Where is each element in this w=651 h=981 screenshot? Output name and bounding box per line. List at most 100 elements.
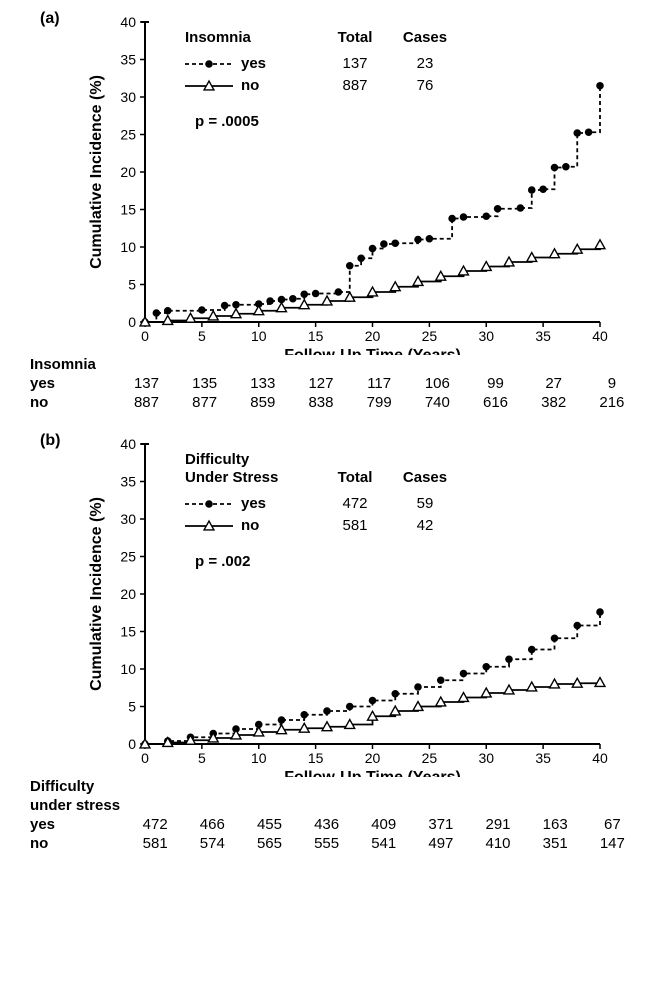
risk-label: Difficulty — [10, 777, 127, 796]
risk-value: 216 — [583, 393, 641, 412]
marker-triangle — [595, 678, 605, 687]
marker-triangle — [595, 240, 605, 249]
xtick-label: 40 — [592, 750, 608, 766]
risk-value: 67 — [584, 815, 641, 834]
risk-value: 555 — [298, 834, 355, 853]
ytick-label: 10 — [120, 239, 136, 255]
p-value: p = .002 — [195, 553, 250, 570]
risk-value: 371 — [412, 815, 469, 834]
legend-cases: 59 — [417, 495, 434, 512]
ytick-label: 30 — [120, 511, 136, 527]
ytick-label: 15 — [120, 202, 136, 218]
axes — [145, 22, 600, 322]
ytick-label: 25 — [120, 549, 136, 565]
marker-circle — [596, 608, 604, 616]
ytick-label: 20 — [120, 164, 136, 180]
marker-circle — [346, 703, 354, 711]
marker-circle — [505, 655, 513, 663]
xtick-label: 40 — [592, 328, 608, 344]
ytick-label: 40 — [120, 14, 136, 30]
panel-label: (b) — [40, 432, 60, 450]
marker-circle — [562, 163, 570, 171]
risk-value: 581 — [127, 834, 184, 853]
marker-circle — [205, 500, 213, 508]
legend-name: yes — [241, 495, 266, 512]
risk-table: Insomniayes13713513312711710699279no8878… — [10, 355, 641, 412]
risk-value: 99 — [466, 374, 524, 393]
marker-circle — [585, 128, 593, 136]
ytick-label: 25 — [120, 127, 136, 143]
risk-label: under stress — [10, 796, 127, 815]
marker-circle — [460, 213, 468, 221]
xtick-label: 20 — [365, 750, 381, 766]
marker-circle — [414, 236, 422, 244]
risk-value: 574 — [184, 834, 241, 853]
risk-value: 455 — [241, 815, 298, 834]
xtick-label: 5 — [198, 328, 206, 344]
marker-circle — [300, 290, 308, 298]
marker-circle — [323, 707, 331, 715]
legend-col: Cases — [403, 29, 447, 46]
legend-total: 581 — [342, 517, 367, 534]
ytick-label: 0 — [128, 314, 136, 330]
panel-label: (a) — [40, 10, 60, 28]
marker-circle — [551, 634, 559, 642]
marker-circle — [369, 697, 377, 705]
marker-circle — [494, 205, 502, 213]
ytick-label: 0 — [128, 736, 136, 752]
risk-value: 472 — [127, 815, 184, 834]
legend-name: no — [241, 517, 259, 534]
xlabel: Follow-Up Time (Years) — [284, 347, 461, 355]
legend-col: Total — [338, 469, 373, 486]
ytick-label: 15 — [120, 624, 136, 640]
risk-value: 133 — [234, 374, 292, 393]
risk-value: 409 — [355, 815, 412, 834]
marker-circle — [391, 690, 399, 698]
risk-value: 565 — [241, 834, 298, 853]
ytick-label: 10 — [120, 661, 136, 677]
marker-circle — [312, 290, 320, 298]
risk-value: 466 — [184, 815, 241, 834]
risk-value: 541 — [355, 834, 412, 853]
marker-circle — [437, 676, 445, 684]
risk-row-label: yes — [10, 815, 127, 834]
xtick-label: 0 — [141, 750, 149, 766]
risk-value: 436 — [298, 815, 355, 834]
risk-value: 9 — [583, 374, 641, 393]
legend-title: Difficulty — [185, 451, 250, 468]
xtick-label: 20 — [365, 328, 381, 344]
marker-circle — [289, 295, 297, 303]
xtick-label: 5 — [198, 750, 206, 766]
marker-circle — [426, 235, 434, 243]
marker-circle — [551, 164, 559, 172]
marker-circle — [369, 245, 377, 253]
risk-value: 106 — [408, 374, 466, 393]
marker-circle — [414, 683, 422, 691]
risk-value: 877 — [176, 393, 234, 412]
marker-circle — [482, 212, 490, 220]
legend-total: 887 — [342, 77, 367, 94]
risk-value: 351 — [527, 834, 584, 853]
marker-circle — [517, 204, 525, 212]
risk-value: 616 — [466, 393, 524, 412]
ylabel: Cumulative Incidence (%) — [88, 75, 105, 269]
marker-circle — [221, 302, 229, 310]
marker-circle — [335, 288, 343, 296]
legend-cases: 42 — [417, 517, 434, 534]
ytick-label: 35 — [120, 52, 136, 68]
chart-svg: 05101520253035400510152025303540Follow-U… — [10, 10, 641, 355]
ylabel: Cumulative Incidence (%) — [88, 497, 105, 691]
p-value: p = .0005 — [195, 113, 259, 130]
marker-circle — [391, 239, 399, 247]
legend-cases: 76 — [417, 77, 434, 94]
xtick-label: 10 — [251, 750, 267, 766]
risk-value: 859 — [234, 393, 292, 412]
marker-circle — [300, 711, 308, 719]
marker-circle — [448, 215, 456, 223]
xtick-label: 30 — [478, 750, 494, 766]
risk-value: 382 — [525, 393, 583, 412]
marker-circle — [266, 297, 274, 305]
risk-value: 117 — [350, 374, 408, 393]
xtick-label: 25 — [422, 750, 438, 766]
risk-value: 27 — [525, 374, 583, 393]
